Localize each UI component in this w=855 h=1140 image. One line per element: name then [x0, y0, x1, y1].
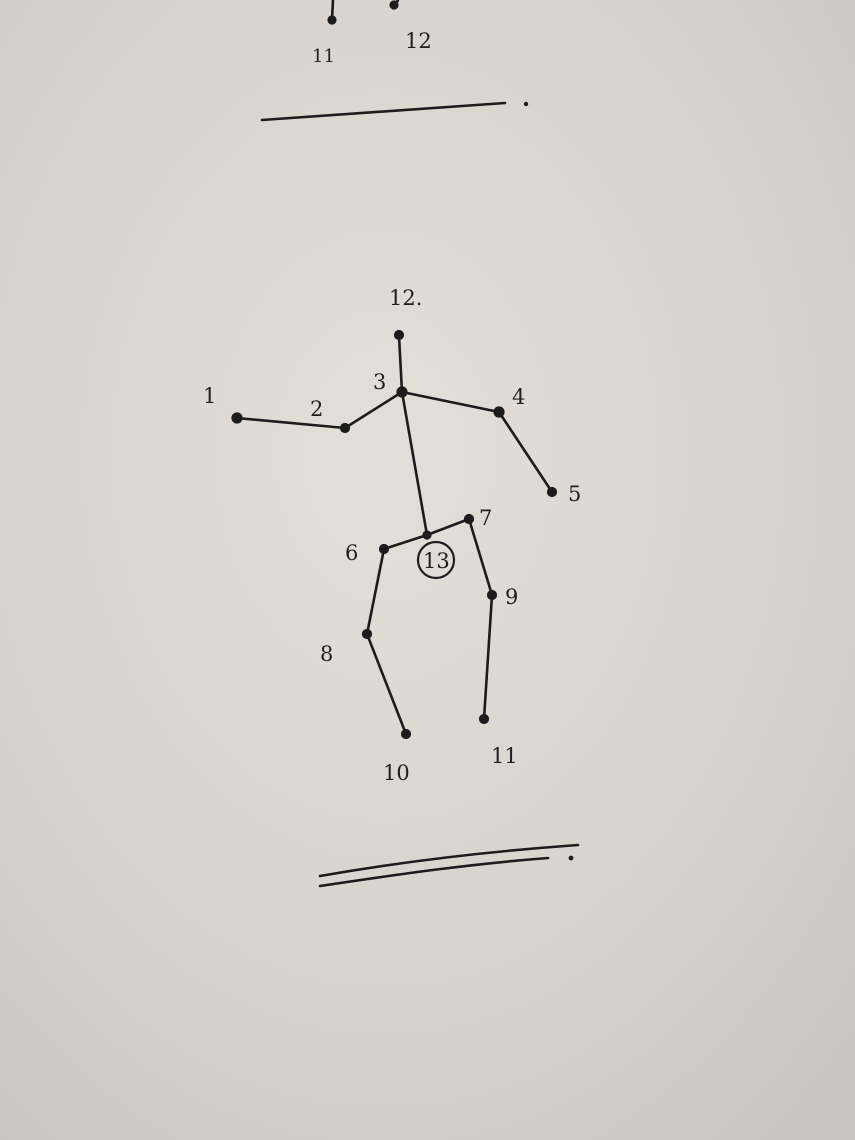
underline-dot — [568, 855, 574, 861]
joint-11 — [478, 713, 490, 725]
joint-12-head — [393, 329, 405, 341]
torso-line — [400, 390, 429, 537]
hip-right — [425, 517, 471, 537]
fragment-joint-right — [389, 0, 399, 10]
previous-figure-fragment: 11 12 — [260, 0, 529, 122]
label-13-circle — [416, 540, 456, 580]
joint-2 — [339, 422, 351, 434]
joint-4 — [493, 406, 505, 418]
label-joint-3: 3 — [373, 370, 386, 394]
label-joint-10: 10 — [383, 761, 410, 785]
label-joint-2: 2 — [310, 397, 323, 421]
joint-8 — [361, 628, 373, 640]
joint-5 — [546, 486, 558, 498]
shin-left — [365, 632, 408, 736]
label-joint-5: 5 — [568, 482, 581, 506]
label-joint-9: 9 — [505, 585, 518, 609]
thigh-left — [365, 547, 386, 636]
neck-line — [397, 334, 404, 394]
joint-1 — [231, 412, 243, 424]
separator-line-top — [260, 101, 507, 122]
shin-right — [482, 593, 494, 721]
label-joint-6: 6 — [345, 541, 358, 565]
hip-left — [382, 533, 429, 551]
lower-arm-right — [497, 410, 554, 494]
separator-dot-top — [523, 101, 529, 107]
fragment-label-11: 11 — [312, 46, 335, 67]
underline-stroke-1 — [318, 843, 580, 878]
label-joint-13: 13 — [423, 549, 450, 573]
label-joint-11: 11 — [491, 744, 518, 768]
double-underline — [318, 843, 580, 888]
upper-arm-right — [400, 390, 501, 414]
stick-figure: 1 2 3 4 5 6 7 8 9 10 11 12. 13 — [203, 286, 581, 785]
label-joint-8: 8 — [320, 642, 333, 666]
fragment-label-12: 12 — [405, 29, 432, 53]
label-joint-4: 4 — [512, 385, 525, 409]
underline-stroke-2 — [318, 856, 550, 888]
label-joint-7: 7 — [479, 506, 492, 530]
upper-arm-left — [343, 390, 404, 430]
label-joint-1: 1 — [203, 384, 216, 408]
lower-arm-left — [235, 416, 347, 430]
label-joint-12: 12. — [389, 286, 422, 310]
thigh-right — [467, 517, 494, 597]
fragment-joint-left — [327, 15, 337, 25]
joint-9 — [486, 589, 498, 601]
joint-10 — [400, 728, 412, 740]
